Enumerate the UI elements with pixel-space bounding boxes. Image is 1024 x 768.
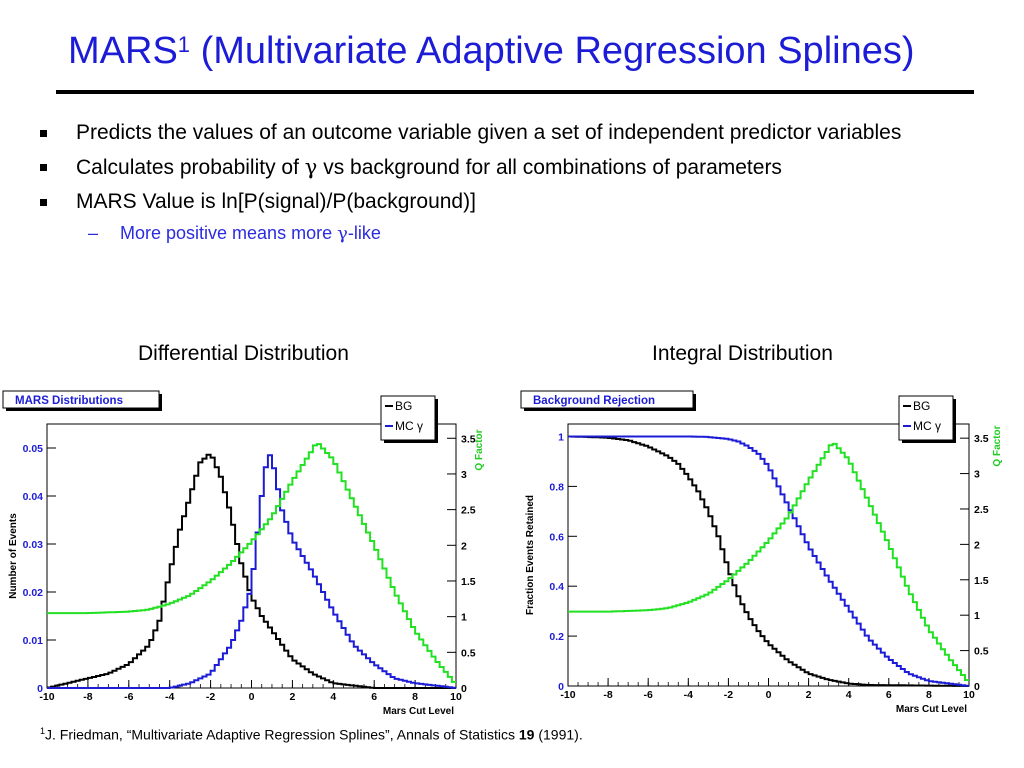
x-tick-label: 4 — [330, 691, 336, 703]
x-tick-label: 10 — [450, 691, 462, 703]
series-mc — [47, 454, 456, 689]
x-axis-label: Mars Cut Level — [896, 704, 967, 715]
x-tick-label: 4 — [846, 689, 852, 701]
x-tick-label: 0 — [249, 691, 255, 703]
x-tick-label: -8 — [83, 691, 92, 703]
y-tick-label: 0.6 — [549, 531, 564, 543]
y-tick-label: 0.4 — [549, 581, 564, 593]
legend-label: MC γ — [913, 419, 941, 433]
y-tick-label: 0.03 — [23, 539, 44, 551]
bullet-square-icon — [40, 130, 47, 137]
title-divider — [56, 90, 974, 94]
y-tick-label: 0 — [558, 681, 564, 693]
x-tick-label: -2 — [724, 689, 733, 701]
y2-tick-label: 1.5 — [974, 575, 989, 587]
x-tick-label: -6 — [124, 691, 133, 703]
y2-tick-label: 3 — [974, 469, 980, 481]
y-tick-label: 0 — [37, 683, 43, 695]
legend-label: BG — [395, 399, 412, 413]
x-tick-label: 2 — [289, 691, 295, 703]
chart-title: Background Rejection — [533, 395, 655, 407]
y-tick-label: 0.2 — [549, 631, 564, 643]
right-chart-caption: Integral Distribution — [652, 342, 833, 365]
y2-tick-label: 2.5 — [974, 504, 989, 516]
bullet-list: Predicts the values of an outcome variab… — [38, 118, 998, 246]
mars-distributions-chart: MARS Distributions-10 -8 -6 -4 -2 0 2 4 6 8 1000.0… — [2, 390, 485, 717]
bullet-item: MARS Value is ln[P(signal)/P(background)… — [38, 187, 998, 217]
y-tick-label: 0.01 — [23, 635, 44, 647]
x-tick-label: 6 — [886, 689, 892, 701]
chart-title: MARS Distributions — [15, 395, 123, 407]
y2-tick-label: 3 — [461, 469, 467, 481]
x-tick-label: 8 — [412, 691, 418, 703]
x-tick-label: -4 — [684, 689, 693, 701]
y-tick-label: 0.04 — [23, 491, 44, 503]
bullet-square-icon — [40, 199, 47, 206]
background-rejection-chart: Background Rejection-10 -8 -6 -4 -2 0 2 4 6 8 1000… — [520, 390, 1003, 715]
y-axis-label: Number of Events — [8, 513, 19, 599]
series-q-factor — [568, 442, 969, 681]
y2-axis-label: Q Factor — [474, 429, 485, 470]
chart-title-box — [520, 390, 694, 409]
y-tick-label: 0.05 — [23, 443, 44, 455]
y-tick-label: 0.8 — [549, 481, 564, 493]
legend-box — [380, 395, 436, 441]
y2-tick-label: 1.5 — [461, 576, 476, 588]
bullet-square-icon — [40, 164, 47, 171]
x-tick-label: -6 — [644, 689, 653, 701]
y2-tick-label: 3.5 — [461, 433, 476, 445]
bullet-item: Calculates probability of γ vs backgroun… — [38, 152, 998, 183]
y2-tick-label: 1 — [461, 612, 467, 624]
series-bg — [568, 435, 969, 687]
legend-label: MC γ — [395, 419, 423, 433]
slide-title: MARS1 (Multivariate Adaptive Regression … — [68, 30, 915, 72]
y-tick-label: 1 — [558, 431, 564, 443]
chart-title-box — [2, 390, 160, 409]
x-tick-label: 2 — [806, 689, 812, 701]
y2-tick-label: 2 — [461, 540, 467, 552]
legend-label: BG — [913, 399, 930, 413]
x-tick-label: 6 — [371, 691, 377, 703]
x-tick-label: -2 — [206, 691, 215, 703]
x-tick-label: 10 — [963, 689, 975, 701]
x-tick-label: -4 — [165, 691, 174, 703]
plot-frame — [46, 423, 457, 689]
footnote: 1J. Friedman, “Multivariate Adaptive Reg… — [40, 726, 583, 743]
y2-tick-label: 0 — [461, 683, 467, 695]
legend-box — [898, 395, 954, 441]
y2-tick-label: 2.5 — [461, 505, 476, 517]
left-chart-caption: Differential Distribution — [138, 342, 349, 365]
x-tick-label: -10 — [39, 691, 54, 703]
y2-tick-label: 1 — [974, 610, 980, 622]
y2-tick-label: 0.5 — [974, 646, 989, 658]
y2-axis-label: Q Factor — [992, 425, 1003, 466]
y2-tick-label: 3.5 — [974, 433, 989, 445]
bullet-item: Predicts the values of an outcome variab… — [38, 118, 998, 148]
x-tick-label: 8 — [926, 689, 932, 701]
y-tick-label: 0.02 — [23, 587, 44, 599]
series-mc — [568, 435, 969, 687]
y2-tick-label: 0 — [974, 681, 980, 693]
y2-tick-label: 0.5 — [461, 647, 476, 659]
x-tick-label: 0 — [766, 689, 772, 701]
y-axis-label: Fraction Events Retained — [525, 495, 536, 615]
x-tick-label: -10 — [560, 689, 575, 701]
series-bg — [47, 453, 456, 689]
y2-tick-label: 2 — [974, 539, 980, 551]
series-q-factor — [47, 443, 456, 683]
x-axis-label: Mars Cut Level — [383, 706, 454, 717]
x-tick-label: -8 — [603, 689, 612, 701]
sub-bullet-item: – More positive means more γ-like — [88, 223, 381, 244]
